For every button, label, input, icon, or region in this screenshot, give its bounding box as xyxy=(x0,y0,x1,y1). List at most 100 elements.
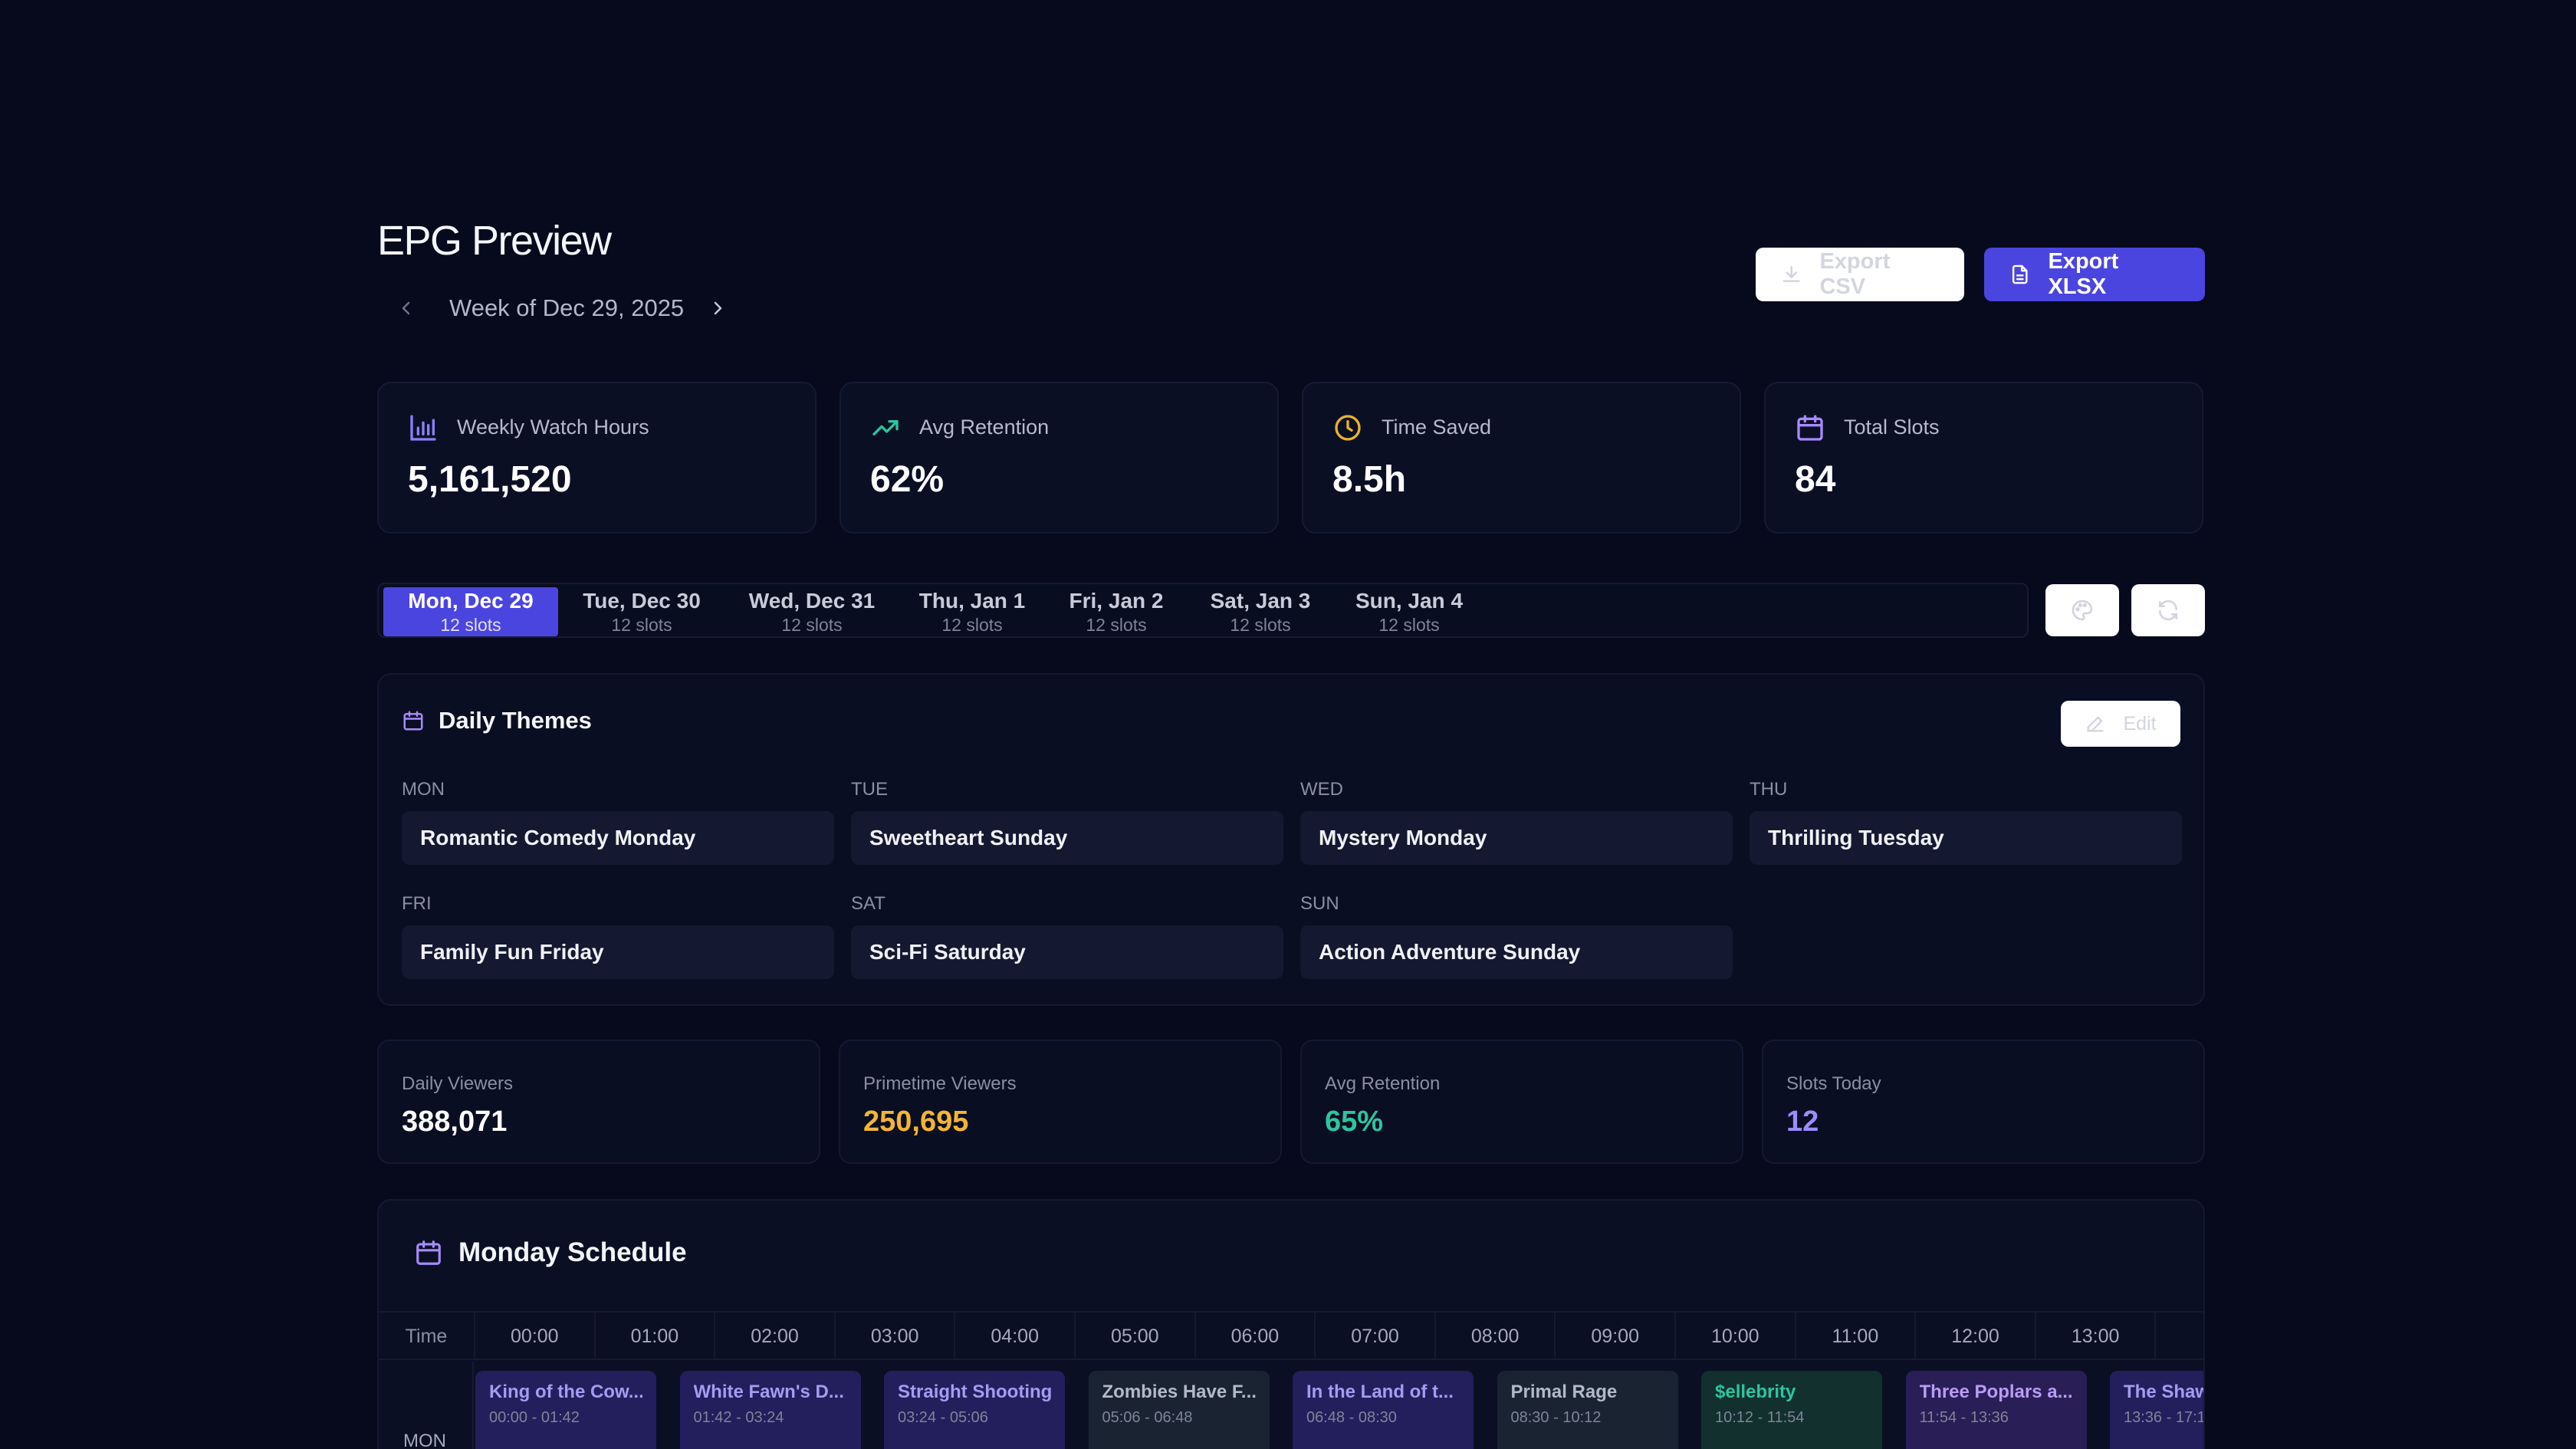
hour-header: 1 xyxy=(2154,1313,2203,1360)
slot-title: Straight Shooting xyxy=(898,1382,1051,1402)
stat-card-time-saved: Time Saved 8.5h xyxy=(1302,382,1741,534)
metric-value: 65% xyxy=(1325,1106,1384,1138)
stat-label: Weekly Watch Hours xyxy=(457,416,649,439)
theme-day: SUN xyxy=(1300,893,1339,914)
export-xlsx-label: Export XLSX xyxy=(2048,249,2119,299)
page-header: EPG Preview Week of Dec 29, 2025 Export … xyxy=(377,213,2205,327)
edit-themes-button[interactable]: Edit xyxy=(2061,701,2180,747)
theme-sat: SAT Sci-Fi Saturday xyxy=(851,893,1283,979)
bar-chart-icon xyxy=(410,415,436,441)
week-label: Week of Dec 29, 2025 xyxy=(449,294,685,321)
hour-header: 09:00 xyxy=(1554,1313,1674,1360)
theme-fri: FRI Family Fun Friday xyxy=(402,893,834,979)
time-column-header: Time xyxy=(405,1325,448,1347)
stat-card-total-slots: Total Slots 84 xyxy=(1764,382,2203,534)
slot-time: 08:30 - 10:12 xyxy=(1510,1409,1602,1426)
metric-slots-today: Slots Today 12 xyxy=(1762,1040,2205,1164)
chevron-right-icon xyxy=(714,301,722,315)
page-title: EPG Preview xyxy=(377,218,612,264)
refresh-button[interactable] xyxy=(2131,584,2205,636)
day-tab-name: Sun, Jan 4 xyxy=(1355,588,1464,613)
slot-time: 01:42 - 03:24 xyxy=(693,1409,784,1426)
theme-tue: TUE Sweetheart Sunday xyxy=(851,779,1283,865)
day-tab-name: Fri, Jan 2 xyxy=(1069,588,1164,613)
schedule-slot[interactable]: The Shaw 13:36 - 17:1 xyxy=(2110,1371,2203,1449)
schedule-slot[interactable]: White Fawn's D... 01:42 - 03:24 xyxy=(679,1371,861,1449)
day-tab-mon[interactable]: Mon, Dec 29 12 slots xyxy=(383,587,558,636)
slot-title: Zombies Have F... xyxy=(1102,1382,1256,1402)
day-tab-tue[interactable]: Tue, Dec 30 12 slots xyxy=(558,587,725,636)
slot-time: 05:06 - 06:48 xyxy=(1102,1409,1193,1426)
day-tab-sun[interactable]: Sun, Jan 4 12 slots xyxy=(1334,587,1484,636)
schedule-slot[interactable]: Straight Shooting 03:24 - 05:06 xyxy=(884,1371,1065,1449)
hour-header: 02:00 xyxy=(714,1313,834,1360)
day-tab-sat[interactable]: Sat, Jan 3 12 slots xyxy=(1187,587,1334,636)
stat-value: 62% xyxy=(870,459,945,500)
theme-sun: SUN Action Adventure Sunday xyxy=(1300,893,1733,979)
chevron-left-icon xyxy=(402,301,410,315)
calendar-icon xyxy=(416,1240,441,1265)
download-icon xyxy=(1783,265,1800,282)
theme-value: Action Adventure Sunday xyxy=(1300,925,1733,979)
daily-metrics: Daily Viewers 388,071 Primetime Viewers … xyxy=(377,1040,2205,1164)
schedule-slot[interactable]: King of the Cow... 00:00 - 01:42 xyxy=(475,1371,656,1449)
slot-time: 11:54 - 13:36 xyxy=(1919,1409,2009,1426)
clock-icon xyxy=(1335,415,1361,441)
theme-mon: MON Romantic Comedy Monday xyxy=(402,779,834,865)
hour-header: 01:00 xyxy=(593,1313,715,1360)
pencil-icon xyxy=(2087,716,2104,732)
stat-label: Total Slots xyxy=(1844,416,1940,439)
slot-title: Primal Rage xyxy=(1510,1382,1618,1402)
slot-time: 03:24 - 05:06 xyxy=(898,1409,988,1426)
schedule-slot[interactable]: Primal Rage 08:30 - 10:12 xyxy=(1497,1371,1678,1449)
theme-palette-button[interactable] xyxy=(2045,584,2119,636)
export-xlsx-button[interactable]: Export XLSX xyxy=(1984,248,2205,301)
week-navigator: Week of Dec 29, 2025 xyxy=(391,293,733,324)
day-tab-name: Mon, Dec 29 xyxy=(408,588,534,613)
hour-header: 00:00 xyxy=(474,1313,594,1360)
weekly-stats: Weekly Watch Hours 5,161,520 Avg Retenti… xyxy=(377,382,2205,534)
next-week-button[interactable] xyxy=(702,293,733,324)
schedule-slot[interactable]: Three Poplars a... 11:54 - 13:36 xyxy=(1905,1371,2087,1449)
slot-title: Three Poplars a... xyxy=(1919,1382,2073,1402)
theme-day: THU xyxy=(1750,779,1788,800)
day-tab-wed[interactable]: Wed, Dec 31 12 slots xyxy=(725,587,899,636)
day-tab-name: Thu, Jan 1 xyxy=(918,588,1026,613)
day-tab-fri[interactable]: Fri, Jan 2 12 slots xyxy=(1046,587,1187,636)
edit-label: Edit xyxy=(2123,712,2157,734)
theme-day: FRI xyxy=(402,893,432,914)
metric-value: 388,071 xyxy=(402,1106,508,1138)
schedule-title: Monday Schedule xyxy=(458,1237,687,1267)
refresh-icon xyxy=(2159,600,2177,621)
schedule-slot[interactable]: Zombies Have F... 05:06 - 06:48 xyxy=(1088,1371,1270,1449)
metric-daily-viewers: Daily Viewers 388,071 xyxy=(377,1040,820,1164)
stat-card-watch-hours: Weekly Watch Hours 5,161,520 xyxy=(377,382,816,534)
monday-schedule-panel: Monday Schedule Time 00:00 01:00 02:00 03:0… xyxy=(377,1199,2205,1449)
day-tab-thu[interactable]: Thu, Jan 1 12 slots xyxy=(899,587,1046,636)
export-csv-button[interactable]: Export CSV xyxy=(1756,248,1964,301)
file-spreadsheet-icon xyxy=(2012,264,2028,284)
schedule-time-header: Time 00:00 01:00 02:00 03:00 04:00 05:00 06:00… xyxy=(379,1311,2203,1360)
theme-value: Romantic Comedy Monday xyxy=(402,811,834,865)
day-tabs-row: Mon, Dec 29 12 slots Tue, Dec 30 12 slot… xyxy=(377,583,2205,639)
hour-header: 07:00 xyxy=(1314,1313,1434,1360)
schedule-slot[interactable]: $ellebrity 10:12 - 11:54 xyxy=(1701,1371,1882,1449)
hour-header: 03:00 xyxy=(833,1313,955,1360)
slot-title: $ellebrity xyxy=(1715,1382,1796,1402)
metric-avg-retention: Avg Retention 65% xyxy=(1300,1040,1743,1164)
stat-label: Avg Retention xyxy=(919,416,1050,439)
day-tabs: Mon, Dec 29 12 slots Tue, Dec 30 12 slot… xyxy=(377,583,2029,638)
day-tab-name: Tue, Dec 30 xyxy=(583,588,701,613)
hour-header: 11:00 xyxy=(1794,1313,1915,1360)
previous-week-button[interactable] xyxy=(391,293,422,324)
metric-label: Daily Viewers xyxy=(402,1073,513,1094)
theme-day: SAT xyxy=(851,893,886,914)
day-tab-slots: 12 slots xyxy=(611,614,672,635)
metric-value: 250,695 xyxy=(863,1106,969,1138)
metric-primetime-viewers: Primetime Viewers 250,695 xyxy=(839,1040,1282,1164)
hour-header: 05:00 xyxy=(1074,1313,1194,1360)
daily-themes-title: Daily Themes xyxy=(439,707,592,734)
palette-icon xyxy=(2072,600,2093,621)
day-tab-slots: 12 slots xyxy=(941,614,1003,635)
schedule-slot[interactable]: In the Land of t... 06:48 - 08:30 xyxy=(1293,1371,1474,1449)
